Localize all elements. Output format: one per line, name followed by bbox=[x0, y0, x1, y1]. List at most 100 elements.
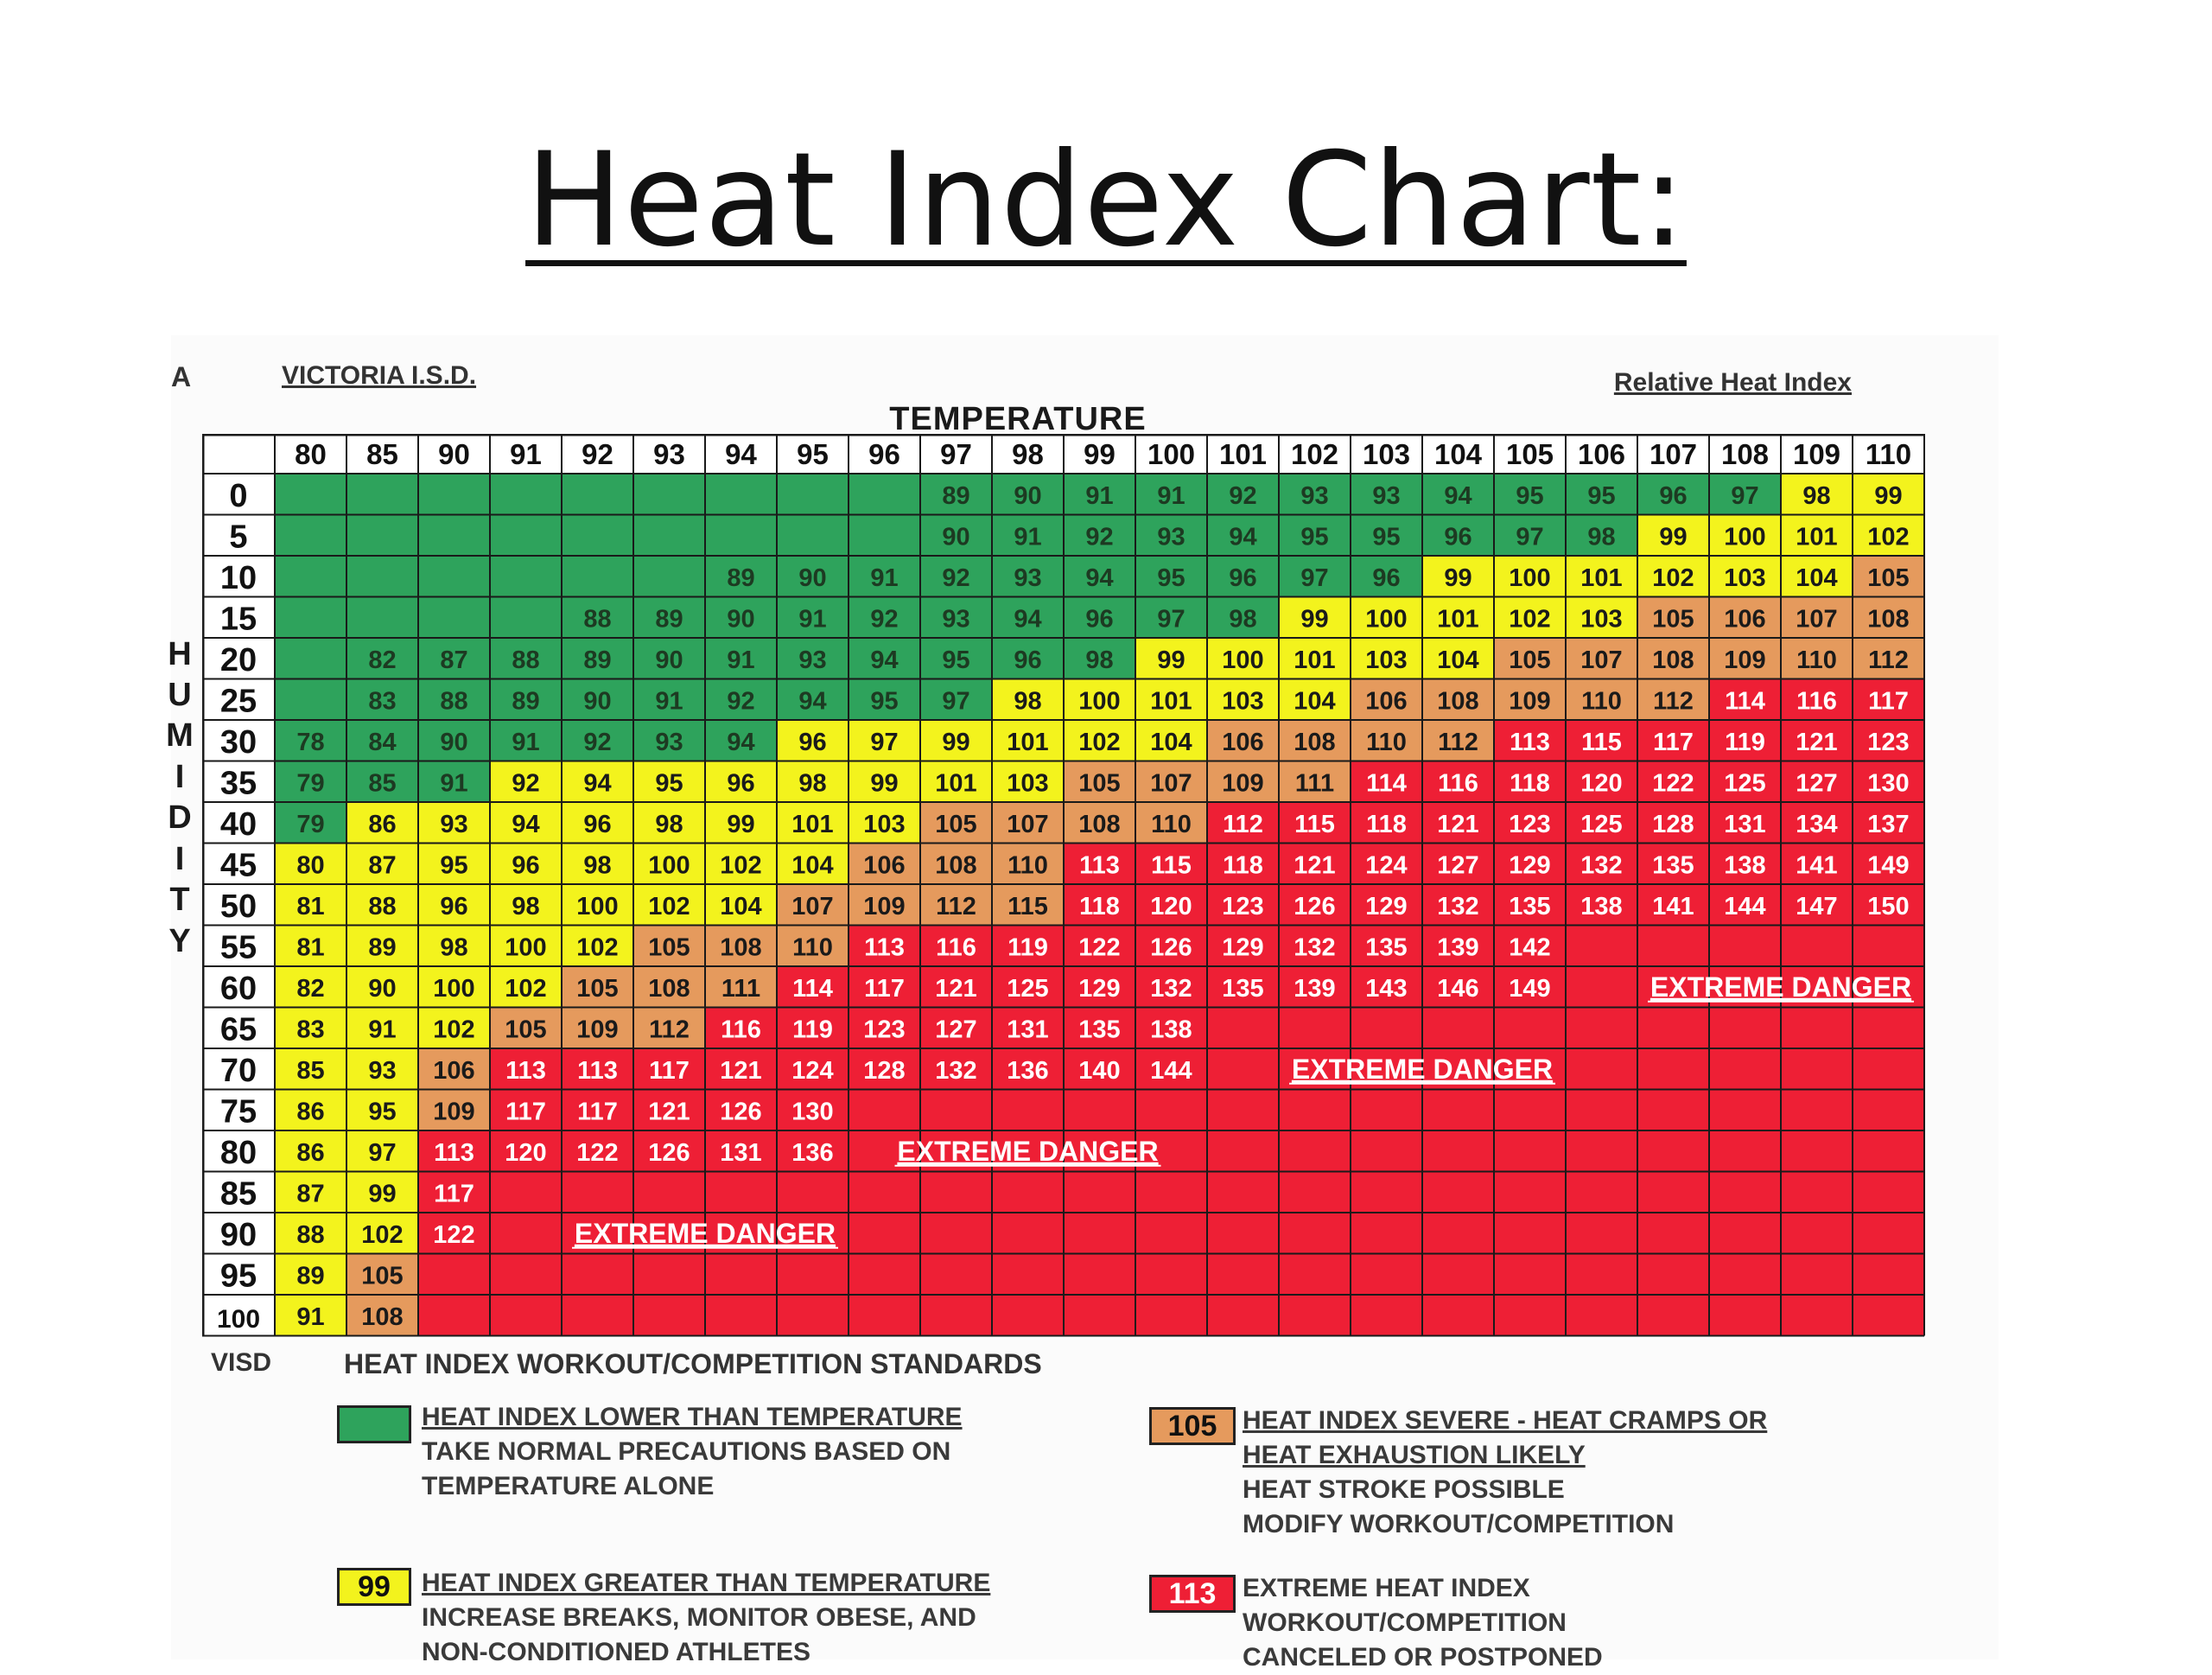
heat-value: 114 bbox=[1725, 687, 1765, 715]
legend-item-yellow: HEAT INDEX GREATER THAN TEMPERATURE INCR… bbox=[422, 1566, 990, 1670]
heat-value: 102 bbox=[433, 1016, 474, 1043]
humidity-label-cell bbox=[202, 761, 275, 802]
heat-value: 103 bbox=[1365, 646, 1407, 674]
heat-cell bbox=[1709, 556, 1781, 597]
temperature-tick-label: 92 bbox=[582, 438, 613, 470]
heat-value: 94 bbox=[727, 729, 754, 756]
heat-value: 100 bbox=[648, 851, 690, 879]
slide-title: Heat Index Chart: bbox=[525, 125, 1687, 276]
heat-cell bbox=[849, 1295, 920, 1336]
heat-value: 97 bbox=[1516, 523, 1543, 551]
heat-value: 98 bbox=[1014, 687, 1041, 715]
heat-value: 146 bbox=[1437, 975, 1478, 1003]
heat-cell bbox=[490, 1130, 562, 1172]
heat-value: 112 bbox=[1868, 646, 1909, 674]
legend-line: CANCELED OR POSTPONED bbox=[1243, 1643, 1603, 1672]
heat-cell bbox=[1566, 1048, 1637, 1090]
heat-value: 105 bbox=[505, 1016, 546, 1043]
extreme-danger-annotation: EXTREME DANGER bbox=[575, 1218, 836, 1249]
heat-cell bbox=[275, 514, 346, 556]
humidity-tick-label: 40 bbox=[220, 806, 257, 843]
heat-value: 94 bbox=[1444, 482, 1471, 510]
heat-index-grid: 89 90 91 91 92 93 93 94 95 95 96 97 98 99 0 90 91 92 93 94 9… bbox=[202, 434, 1925, 1337]
heat-cell bbox=[1637, 884, 1709, 926]
heat-cell bbox=[849, 720, 920, 761]
heat-cell bbox=[1781, 884, 1853, 926]
heat-cell bbox=[992, 884, 1064, 926]
heat-cell bbox=[1494, 720, 1566, 761]
heat-value: 84 bbox=[368, 729, 396, 756]
temperature-tick-label: 94 bbox=[725, 438, 757, 470]
heat-cell bbox=[1422, 761, 1494, 802]
heat-value: 96 bbox=[1444, 523, 1471, 551]
humidity-tick-label: 55 bbox=[220, 929, 257, 965]
heat-cell bbox=[1853, 678, 1924, 720]
humidity-letter: Y bbox=[168, 923, 191, 959]
heat-cell bbox=[1853, 1213, 1924, 1254]
heat-value: 121 bbox=[1796, 729, 1837, 756]
heat-cell bbox=[1709, 678, 1781, 720]
humidity-label-cell bbox=[202, 1171, 275, 1213]
heat-value: 117 bbox=[1653, 729, 1694, 756]
heat-value: 100 bbox=[1365, 605, 1407, 633]
heat-cell bbox=[418, 1048, 490, 1090]
humidity-tick-label: 100 bbox=[217, 1305, 260, 1334]
heat-cell bbox=[705, 1171, 777, 1213]
heat-cell bbox=[346, 1089, 418, 1130]
heat-value: 94 bbox=[583, 769, 611, 797]
heat-value: 102 bbox=[1078, 729, 1120, 756]
heat-value: 95 bbox=[1516, 482, 1543, 510]
heat-cell bbox=[1566, 966, 1637, 1008]
heat-cell bbox=[562, 720, 633, 761]
heat-cell bbox=[1135, 1048, 1207, 1090]
heat-cell bbox=[1279, 638, 1351, 679]
heat-cell bbox=[1494, 925, 1566, 966]
heat-cell bbox=[1566, 1295, 1637, 1336]
heat-cell bbox=[777, 966, 849, 1008]
heat-value: 99 bbox=[942, 729, 969, 756]
heat-cell bbox=[1422, 925, 1494, 966]
heat-cell bbox=[562, 843, 633, 884]
heat-value: 135 bbox=[1509, 893, 1550, 920]
heat-value: 119 bbox=[1007, 933, 1048, 961]
heat-cell bbox=[1207, 802, 1279, 844]
heat-cell bbox=[1637, 1089, 1709, 1130]
heat-value: 91 bbox=[798, 605, 826, 633]
heat-cell bbox=[992, 1007, 1064, 1048]
heat-cell bbox=[1064, 1295, 1135, 1336]
heat-cell bbox=[920, 966, 992, 1008]
heat-value: 123 bbox=[1222, 893, 1263, 920]
heat-cell bbox=[418, 843, 490, 884]
heat-cell bbox=[633, 966, 705, 1008]
heat-cell bbox=[992, 966, 1064, 1008]
heat-cell bbox=[1781, 514, 1853, 556]
heat-cell bbox=[1351, 925, 1422, 966]
heat-value: 102 bbox=[648, 893, 690, 920]
heat-cell bbox=[562, 1213, 633, 1254]
heat-cell bbox=[1422, 514, 1494, 556]
heat-cell bbox=[275, 966, 346, 1008]
heat-cell bbox=[920, 1130, 992, 1172]
heat-value: 97 bbox=[1157, 605, 1185, 633]
humidity-tick-label: 5 bbox=[229, 519, 247, 555]
heat-cell bbox=[1279, 1130, 1351, 1172]
heat-value: 108 bbox=[1078, 811, 1120, 838]
heat-cell bbox=[849, 802, 920, 844]
heat-value: 108 bbox=[935, 851, 976, 879]
heat-value: 96 bbox=[1659, 482, 1687, 510]
heat-value: 90 bbox=[368, 975, 396, 1003]
humidity-letter: U bbox=[168, 677, 192, 713]
heat-cell bbox=[490, 802, 562, 844]
temperature-tick-label: 104 bbox=[1434, 438, 1483, 470]
heat-cell bbox=[1494, 1048, 1566, 1090]
heat-cell bbox=[705, 474, 777, 515]
heat-cell bbox=[1135, 556, 1207, 597]
heat-cell bbox=[1494, 843, 1566, 884]
heat-cell bbox=[777, 474, 849, 515]
heat-cell bbox=[562, 474, 633, 515]
heat-value: 138 bbox=[1150, 1016, 1192, 1043]
humidity-label-cell bbox=[202, 474, 275, 515]
heat-cell bbox=[705, 966, 777, 1008]
heat-cell bbox=[777, 802, 849, 844]
heat-cell bbox=[1135, 1130, 1207, 1172]
